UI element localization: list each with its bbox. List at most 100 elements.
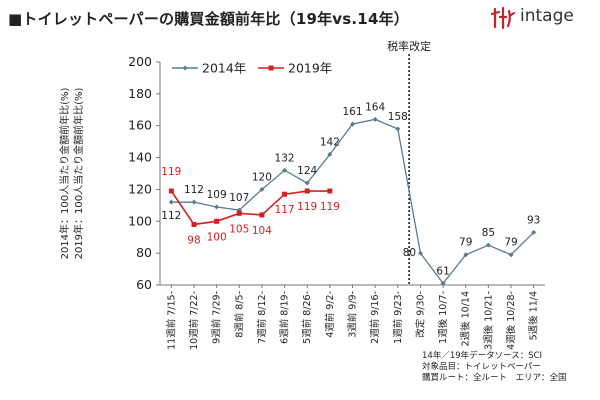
brand-name: intage: [520, 6, 574, 26]
x-tick-label: 6週前 8/19-: [279, 291, 291, 344]
x-tick-label: 2週後 10/14: [460, 291, 472, 346]
legend-swatch-marker: [182, 65, 188, 71]
y-axis-ticks: 60 80 100 120 140 160 180 200: [128, 54, 160, 292]
series-2019-line: [170, 190, 330, 226]
chart-title: ■トイレットペーパーの購買金額前年比（19年vs.14年）: [8, 10, 409, 28]
series-2014-point: [395, 126, 401, 132]
series-2014-label: 85: [482, 227, 495, 239]
series-2014-label: 79: [504, 237, 517, 249]
series-2019-point: [327, 188, 333, 194]
series-2019-point: [236, 210, 242, 216]
legend-entry-label: 2019年: [288, 61, 332, 76]
series-2014-line: [171, 118, 535, 285]
y-tick-label: 200: [128, 54, 152, 69]
chart-axes: [159, 62, 545, 286]
series-2014-point: [531, 229, 537, 235]
series-2014-label: 132: [275, 152, 295, 164]
y-tick-label: 180: [128, 86, 152, 101]
x-tick-label: 1週後 10/7-: [437, 291, 449, 344]
source-line: 14年／19年データソース：SCI: [422, 351, 543, 361]
series-2014-label: 142: [320, 136, 340, 148]
series-2019-point: [259, 212, 265, 218]
brand-logo: intage: [490, 4, 600, 32]
series-2014-point: [168, 199, 174, 205]
series-2014-point: [440, 280, 446, 286]
x-tick-label: 4週前 9/2-: [324, 291, 336, 338]
series-2014-point: [350, 121, 355, 127]
series-lines: [168, 116, 537, 286]
x-tick-label: 1週前 9/23-: [392, 291, 404, 344]
tax-change-annotation: 税率改定: [387, 39, 431, 285]
series-2014-point: [417, 250, 423, 256]
series-2019-point: [282, 191, 288, 197]
series-2014-label: 164: [365, 101, 385, 113]
tax-change-label: 税率改定: [387, 39, 431, 53]
x-tick-label: 10週前 7/22-: [188, 291, 200, 350]
series-2019-label: 105: [229, 223, 249, 235]
series-2014-label: 112: [161, 210, 181, 222]
series-2014-label: 93: [527, 214, 540, 226]
series-2014-point: [372, 116, 378, 122]
x-tick-label: 4週後 10/28-: [505, 291, 517, 350]
x-tick-label: 7週前 8/12-: [256, 291, 268, 344]
series-2019-point: [304, 188, 310, 194]
item-line: 対象品目：トイレットペーパー: [422, 362, 541, 372]
y-axis-title: 2019年：100人当たり金額前年比(%): [72, 87, 85, 259]
series-2014-label: 107: [229, 192, 249, 204]
series-2019-label: 98: [187, 234, 200, 246]
series-2019-label: 119: [297, 201, 317, 213]
x-tick-label: 2週前 9/16-: [369, 291, 381, 344]
data-source-note: 14年／19年データソース：SCI 対象品目：トイレットペーパー 購買ルート：全…: [422, 351, 567, 384]
series-2014-label: 80: [403, 247, 416, 259]
intage-logo-icon: [490, 6, 516, 30]
series-2014-label: 158: [388, 111, 408, 123]
series-2019-point: [191, 221, 197, 227]
series-2019-label: 119: [320, 201, 340, 213]
x-tick-label: 5週前 8/26-: [301, 291, 313, 344]
y-tick-label: 120: [128, 181, 152, 196]
x-tick-label: 9週前 7/29-: [211, 291, 223, 344]
series-2019-label: 100: [207, 231, 227, 243]
x-tick-label: 8週前 8/5-: [233, 291, 245, 338]
series-2019-point: [168, 188, 174, 194]
series-2014-label: 61: [436, 265, 449, 277]
legend-entry-label: 2014年: [202, 61, 246, 76]
x-axis-ticks: 11週前 7/15- 10週前 7/22- 9週前 7/29- 8週前 8/5- 7週前…: [165, 285, 540, 350]
chart-legend: 2014年 2019年: [172, 61, 332, 76]
y-tick-label: 100: [128, 213, 152, 228]
series-2014-label: 112: [184, 184, 204, 196]
x-tick-label: 5週後 11/4: [528, 291, 540, 340]
series-2014-point: [214, 204, 220, 210]
series-2014-point: [463, 252, 469, 258]
series-2014-label: 161: [342, 106, 362, 118]
y-tick-label: 80: [136, 245, 152, 260]
series-2014-point: [485, 242, 491, 248]
x-tick-label: 11週前 7/15-: [165, 291, 177, 350]
series-2014-point: [508, 252, 514, 258]
x-tick-label: 3週前 9/9-: [347, 291, 359, 338]
series-2014-point: [327, 151, 333, 157]
series-2019-label: 119: [161, 166, 181, 178]
series-2019-point: [214, 218, 220, 224]
series-2019-label: 117: [275, 204, 295, 216]
x-tick-label: 3週後 10/21-: [482, 291, 494, 350]
legend-swatch-marker: [268, 65, 274, 71]
y-tick-label: 140: [128, 150, 152, 165]
series-2014-point: [282, 167, 288, 173]
y-tick-label: 160: [128, 118, 152, 133]
series-2014-label: 124: [297, 165, 317, 177]
y-tick-label: 60: [136, 277, 152, 292]
series-2019-label: 104: [252, 225, 272, 237]
series-2014-label: 79: [459, 237, 472, 249]
x-tick-label: 改定 9/30-: [414, 291, 426, 338]
y-axis-title: 2014年：100人当たり金額前年比(%): [58, 87, 71, 259]
y-axis-titles: 2014年：100人当たり金額前年比(%) 2019年：100人当たり金額前年比(…: [58, 87, 85, 259]
series-2014-point: [191, 199, 197, 205]
series-2014-point: [259, 186, 265, 192]
series-2014-label: 120: [252, 171, 272, 183]
route-line: 購買ルート：全ルート エリア：全国: [422, 373, 567, 383]
series-2014-point: [304, 180, 310, 186]
series-2014-label: 109: [207, 189, 227, 201]
